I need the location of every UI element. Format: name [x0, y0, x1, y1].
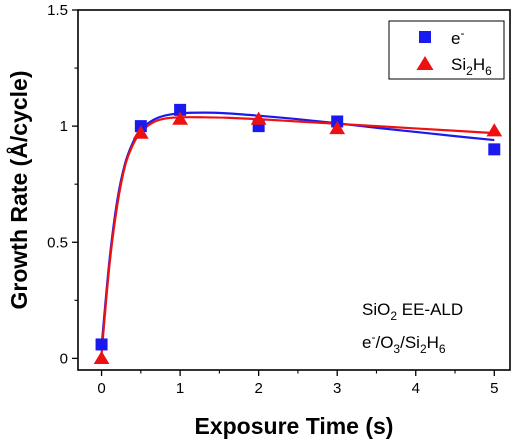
point-e	[95, 338, 108, 351]
legend-si: Si	[451, 55, 466, 74]
fit-curves	[100, 111, 495, 354]
legend: e- Si2H6	[388, 20, 505, 80]
point-si2h6	[93, 350, 110, 365]
point-e	[488, 143, 501, 156]
x-tick-label: 3	[333, 380, 341, 397]
annotation-process: SiO2 EE-ALD	[362, 300, 463, 323]
x-tick-label: 0	[97, 380, 105, 397]
point-si2h6	[132, 125, 149, 139]
annot2-e: e	[362, 333, 371, 352]
legend-marker-e	[419, 31, 431, 43]
point-si2h6	[329, 120, 346, 135]
legend-sub-6: 6	[485, 64, 492, 78]
annot-sub-2: 2	[390, 309, 397, 323]
legend-label-si2h6: Si2H6	[451, 55, 492, 78]
y-axis-title: Growth Rate (Å/cycle)	[5, 71, 32, 310]
x-axis-ticks: 0 1 2 3 4 5	[97, 370, 498, 397]
fit-curve-1	[100, 116, 495, 354]
x-tick-label: 2	[254, 380, 262, 397]
annot2-sub3: 3	[393, 342, 400, 356]
annot-sio: SiO	[362, 300, 390, 319]
data-points	[93, 103, 503, 365]
legend-label-e: e-	[451, 26, 464, 48]
point-si2h6	[486, 123, 503, 137]
annotation-sequence: e-/O3/Si2H6	[362, 330, 446, 356]
point-e	[252, 120, 265, 133]
annot2-sup: -	[371, 330, 375, 344]
x-axis-title: Exposure Time (s)	[195, 413, 394, 439]
annot2-sub2: 2	[420, 342, 427, 356]
annot2-h: H	[427, 333, 439, 352]
legend-marker-si2h6	[416, 56, 434, 70]
y-tick-label: 1	[60, 118, 68, 135]
y-tick-label: 0	[60, 350, 68, 367]
point-e	[174, 103, 187, 116]
annot2-si: /Si	[400, 333, 420, 352]
legend-sub-2: 2	[466, 64, 473, 78]
y-tick-label: 0.5	[47, 234, 68, 251]
y-axis-ticks: 0 0.5 1 1.5	[47, 2, 78, 367]
annot-ee-ald: EE-ALD	[397, 300, 463, 319]
x-tick-label: 4	[412, 380, 420, 397]
point-si2h6	[172, 111, 188, 125]
legend-label-e-sup: -	[460, 26, 464, 40]
annot2-o: /O	[375, 333, 393, 352]
x-tick-label: 5	[490, 380, 498, 397]
point-si2h6	[250, 111, 267, 125]
legend-label-e-main: e	[451, 29, 460, 48]
y-tick-label: 1.5	[47, 2, 68, 19]
legend-h: H	[473, 55, 485, 74]
x-tick-label: 1	[176, 380, 184, 397]
annot2-sub6: 6	[439, 342, 446, 356]
plot-frame	[77, 9, 511, 371]
legend-box	[388, 20, 505, 80]
